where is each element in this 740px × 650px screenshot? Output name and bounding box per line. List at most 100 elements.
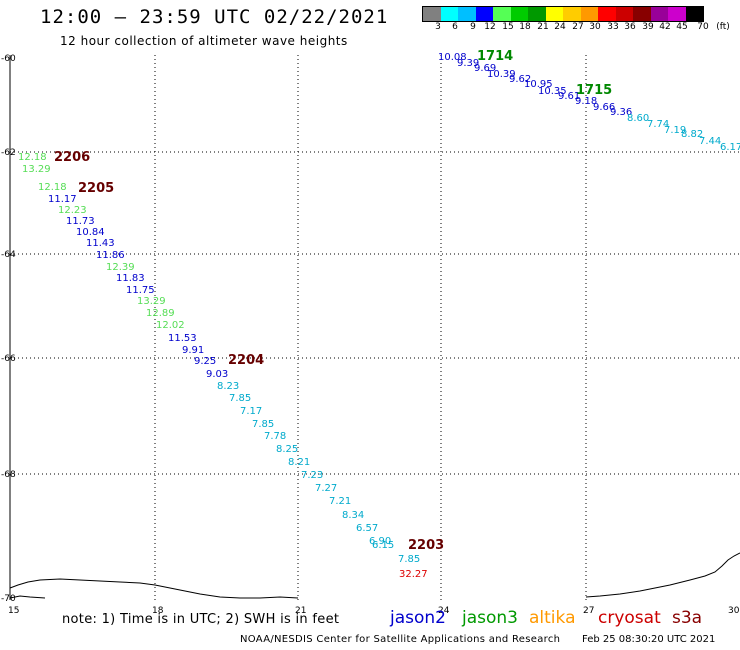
coastline-west [9,578,299,599]
satellite-legend-item: s3a [672,608,703,628]
color-scale-labels: 3 6 9 12 15 18 21 24 27 30 33 36 39 42 45 70 (ft) [422,22,740,34]
wave-height-value: 7.23 [301,470,323,481]
y-tick-label: -62 [1,148,16,158]
x-tick-label: 24 [438,606,450,616]
wave-height-value: 10.08 [438,52,467,63]
wave-height-value: 12.18 [38,182,67,193]
color-scale-cell [633,7,651,21]
wave-height-value: 9.69 [474,63,496,74]
wave-height-value: 8.60 [627,113,649,124]
color-scale-cell [458,7,476,21]
wave-height-value: 8.34 [342,510,364,521]
coastline [9,552,740,599]
color-scale-unit: (ft) [716,22,730,32]
wave-height-value: 7.19 [664,125,686,136]
wave-height-value: 10.84 [76,227,105,238]
observation-labels: 10.089.399.6910.399.6210.9510.359.619.18… [18,52,740,580]
color-scale-label: 15 [502,22,514,32]
y-tick-label: -68 [1,470,16,480]
wave-height-value: 12.39 [106,262,135,273]
color-scale-cell [580,7,598,21]
page-title: 12:00 — 23:59 UTC 02/22/2021 [40,6,389,28]
credit-timestamp: Feb 25 08:30:20 UTC 2021 [582,634,716,645]
wave-height-value: 9.39 [457,58,479,69]
wave-height-value: 9.66 [593,102,615,113]
footer-note: note: 1) Time is in UTC; 2) SWH is in fe… [62,612,340,627]
wave-height-value: 11.75 [126,285,155,296]
wave-height-value: 7.27 [315,483,337,494]
coastline-bottom-left [9,595,46,599]
color-scale-label: 33 [607,22,619,32]
y-tick-label: -66 [1,354,16,364]
wave-height-value: 9.36 [610,107,632,118]
color-scale-cell [528,7,546,21]
color-scale-cell [440,7,458,21]
wave-height-value: 9.03 [206,369,228,380]
x-tick-label: 18 [152,606,164,616]
color-scale-cell [563,7,581,21]
color-scale-label: 21 [537,22,549,32]
map-grid [9,55,740,600]
wave-height-value: 9.62 [509,74,531,85]
wave-height-value: 8.21 [288,457,310,468]
color-scale-label: 9 [470,22,476,32]
color-scale-cell [650,7,668,21]
color-scale-cell [598,7,616,21]
color-scale-cell [668,7,686,21]
wave-height-value: 11.86 [96,250,125,261]
pass-label: 2203 [408,538,444,553]
wave-height-value: 6.15 [372,540,394,551]
pass-label: 2204 [228,353,264,368]
page-subtitle: 12 hour collection of altimeter wave hei… [60,34,348,48]
wave-height-value: 7.44 [699,136,721,147]
pass-labels: 1714 1715 2206 2205 2204 2203 [54,49,612,553]
wave-height-value: 13.29 [22,164,51,175]
y-tick-label: -60 [1,54,16,64]
color-scale-cell [423,7,441,21]
wave-height-value: 11.53 [168,333,197,344]
pass-label: 1715 [576,83,612,98]
wave-height-value: 9.91 [182,345,204,356]
color-scale-bar [422,6,704,22]
pass-label: 2205 [78,181,114,196]
satellite-legend-item: jason2 [390,608,446,628]
wave-height-value: 11.43 [86,238,115,249]
wave-height-value: 6.17 [720,142,740,153]
wave-height-value: 10.95 [524,79,553,90]
wave-height-value: 12.89 [146,308,175,319]
wave-height-value: 8.23 [217,381,239,392]
color-scale-label: 30 [589,22,601,32]
color-scale-label: 18 [519,22,531,32]
x-tick-label: 27 [583,606,594,616]
pass-label: 1714 [477,49,513,64]
color-scale-cell [510,7,528,21]
color-scale-cell [475,7,493,21]
color-scale-cell [685,7,703,21]
coastline-east [585,552,740,598]
wave-height-value: 11.83 [116,273,145,284]
wave-height-value: 7.85 [252,419,274,430]
wave-height-value: 6.57 [356,523,378,534]
satellite-legend-item: altika [529,608,576,628]
color-scale-cell [615,7,633,21]
wave-height-value: 7.78 [264,431,286,442]
wave-height-value: 11.73 [66,216,95,227]
wave-height-value: 11.17 [48,194,77,205]
color-scale-label: 39 [642,22,654,32]
wave-height-value: 10.35 [538,86,567,97]
pass-label: 2206 [54,150,90,165]
wave-height-value: 7.21 [329,496,351,507]
axis-ticks: 15 18 21 24 27 30 -60 -62 -64 -66 -68 -70 [1,54,740,616]
x-tick-label: 15 [8,606,19,616]
wave-height-value: 7.85 [229,393,251,404]
wave-height-value: 9.18 [575,96,597,107]
wave-height-value: 7.17 [240,406,262,417]
color-scale-cell [493,7,511,21]
color-scale-label: 36 [624,22,636,32]
x-tick-label: 21 [295,606,306,616]
color-scale-label: 6 [452,22,458,32]
wave-height-value: 10.39 [487,69,516,80]
y-tick-label: -70 [1,594,16,604]
wave-height-value: 9.25 [194,356,216,367]
